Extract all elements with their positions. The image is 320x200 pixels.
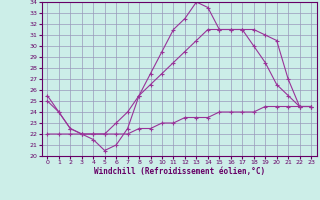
X-axis label: Windchill (Refroidissement éolien,°C): Windchill (Refroidissement éolien,°C) (94, 167, 265, 176)
